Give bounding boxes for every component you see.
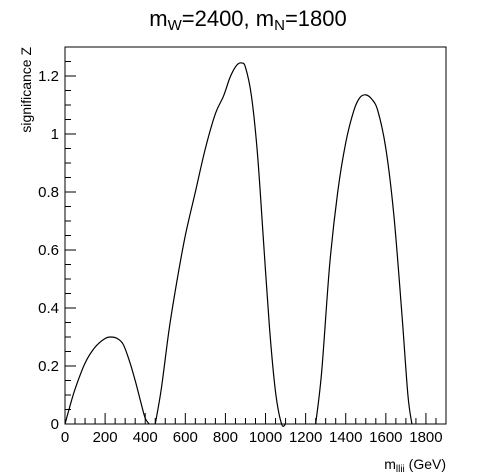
plot-frame bbox=[64, 46, 447, 425]
x-tick-label: 600 bbox=[173, 429, 198, 446]
x-tick-label: 1200 bbox=[289, 429, 322, 446]
x-tick-label: 1800 bbox=[409, 429, 442, 446]
x-tick-label: 1600 bbox=[369, 429, 402, 446]
x-tick-label: 1400 bbox=[329, 429, 362, 446]
y-tick-label: 0 bbox=[51, 416, 59, 433]
axis-labels: 0 200 400 600 800 1000 1200 1400 1600 1800 0 0.2 0.4… bbox=[18, 47, 446, 472]
x-axis-title-main: m bbox=[384, 456, 396, 472]
y-tick-label: 0.8 bbox=[38, 184, 59, 201]
y-axis-title: significance Z bbox=[18, 47, 34, 133]
series-layer bbox=[64, 62, 413, 427]
title-subscript: W bbox=[168, 17, 183, 34]
y-tick-label: 0.4 bbox=[38, 300, 59, 317]
x-tick-label: 0 bbox=[61, 429, 69, 446]
significance-curve-2 bbox=[154, 62, 286, 427]
x-axis-title-subscript: lljj bbox=[396, 464, 405, 472]
x-tick-label: 200 bbox=[93, 429, 118, 446]
y-tick-label: 1.2 bbox=[38, 68, 59, 85]
x-tick-label: 1000 bbox=[249, 429, 282, 446]
x-axis-title-unit: (GeV) bbox=[405, 456, 446, 472]
x-axis-title: mlljj (GeV) bbox=[384, 456, 446, 472]
axes bbox=[64, 46, 447, 425]
y-tick-label: 1 bbox=[51, 126, 59, 143]
title-text: =1800 bbox=[285, 6, 347, 31]
title-text: m bbox=[149, 6, 167, 31]
title-subscript: N bbox=[274, 17, 285, 34]
significance-curve-3 bbox=[315, 94, 413, 425]
y-tick-label: 0.2 bbox=[38, 358, 59, 375]
title-text: =2400, m bbox=[182, 6, 274, 31]
chart-title: mW=2400, mN=1800 bbox=[149, 6, 346, 34]
significance-curve-1 bbox=[64, 336, 150, 425]
y-tick-label: 0.6 bbox=[38, 242, 59, 259]
x-tick-label: 400 bbox=[133, 429, 158, 446]
x-tick-label: 800 bbox=[213, 429, 238, 446]
